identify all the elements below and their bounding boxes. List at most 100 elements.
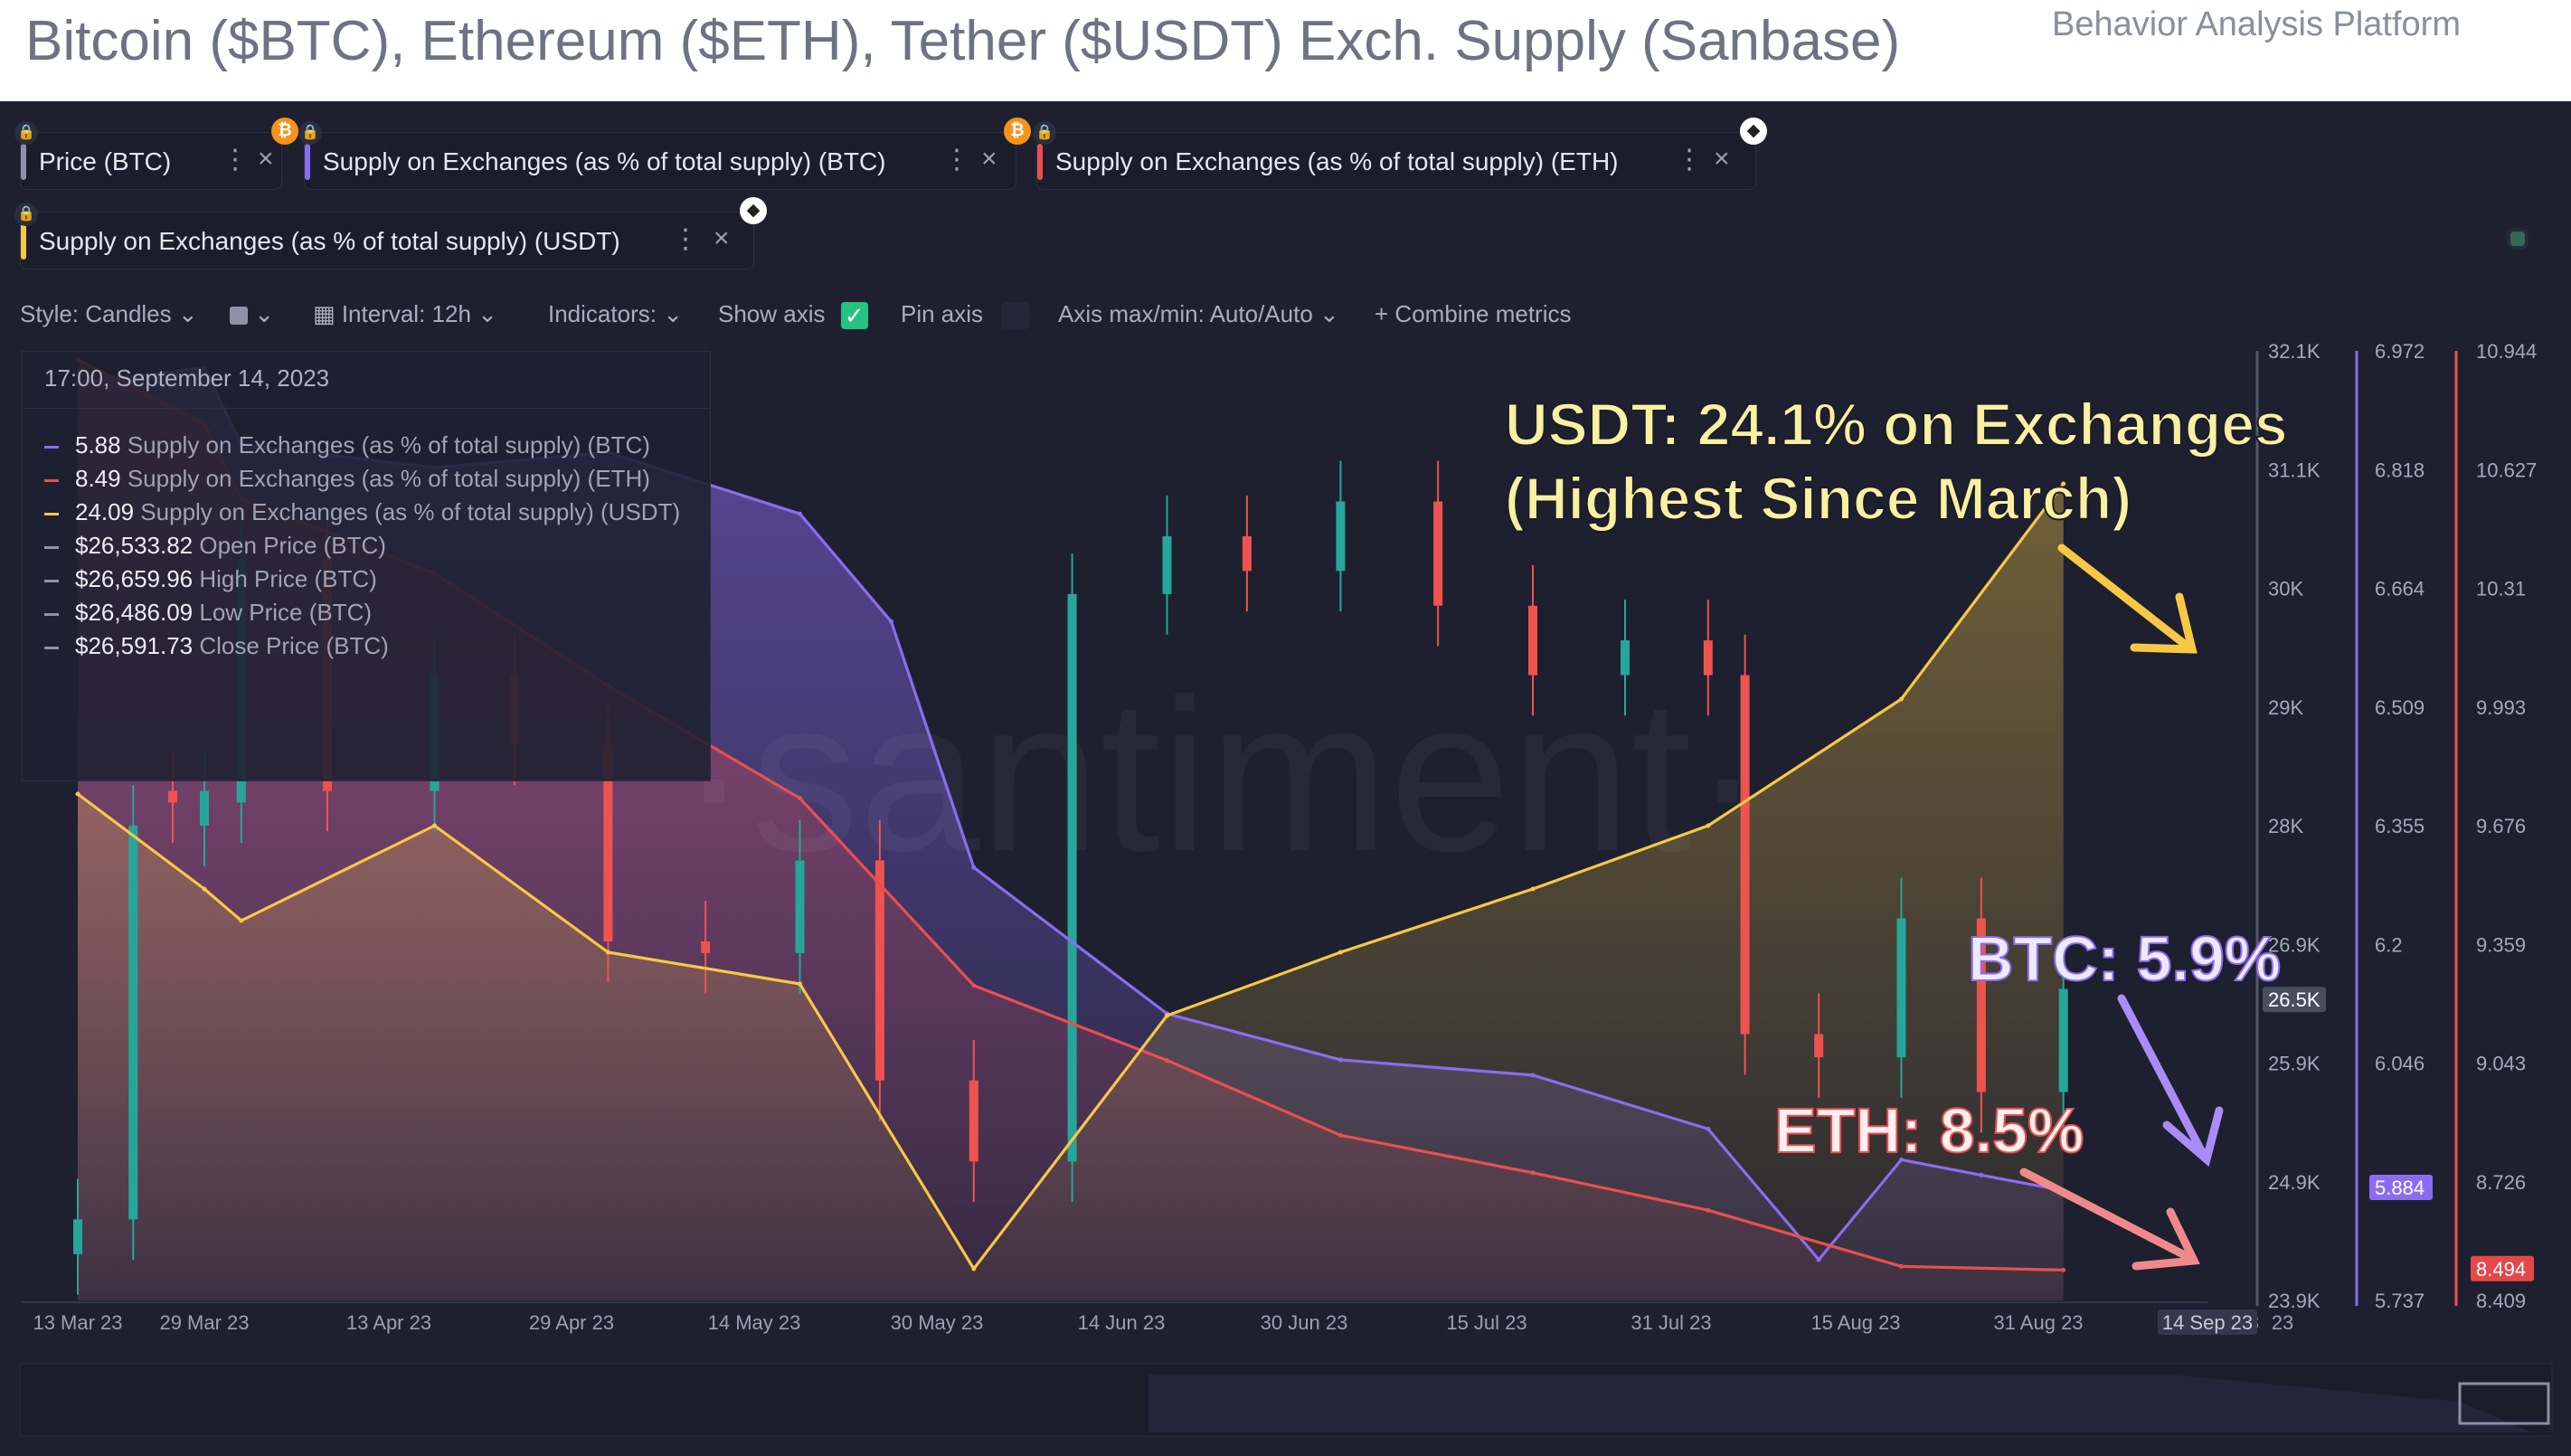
arrow-usdt: [2057, 544, 2198, 654]
tooltip-value: $26,533.82: [75, 532, 194, 559]
tooltip-row: $26,533.82 Open Price (BTC): [44, 532, 386, 560]
btc-supply-point: [889, 619, 893, 624]
chevron-down-icon: ⌄: [663, 300, 683, 327]
annotations: USDT: 24.1% on Exchanges (Highest Since …: [1504, 390, 2289, 1271]
close-icon[interactable]: ×: [1714, 144, 1730, 174]
x-tick-label: 15 Aug 23: [1810, 1311, 1900, 1334]
eth-supply-point: [1337, 1132, 1343, 1138]
current-value-badge: [2263, 987, 2326, 1013]
chevron-down-icon: ⌄: [177, 300, 198, 327]
x-tick-label: 30 May 23: [891, 1311, 984, 1334]
btc-supply-point: [1530, 1073, 1536, 1078]
interval-select[interactable]: ▦ Interval: 12h ⌄: [313, 300, 497, 328]
metric-chip-usdt-supply[interactable]: Supply on Exchanges (as % of total suppl…: [20, 212, 754, 269]
y-tick-label: 26.9K: [2268, 933, 2321, 956]
y-tick-label: 9.043: [2476, 1053, 2526, 1075]
y-tick-label: 10.627: [2476, 459, 2537, 481]
show-axis-toggle[interactable]: Show axis ✓: [718, 300, 868, 330]
y-tick-label: 6.2: [2375, 933, 2403, 956]
metric-menu-icon[interactable]: ⋮: [1676, 145, 1703, 175]
metric-color-bar: [1037, 144, 1043, 180]
pin-axis-toggle[interactable]: Pin axis: [901, 300, 1030, 330]
legend-swatch: [44, 612, 59, 616]
x-tick-label: 29 Apr 23: [529, 1311, 614, 1334]
y-tick-label: 6.664: [2375, 578, 2424, 600]
legend-swatch: [44, 545, 59, 549]
y-tick-label: 6.818: [2375, 459, 2424, 481]
close-icon[interactable]: ×: [258, 144, 274, 174]
metric-chip-label: Price (BTC): [39, 147, 172, 175]
y-tick-label: 6.046: [2375, 1053, 2424, 1075]
y-tick-label: 9.993: [2476, 696, 2526, 719]
metric-menu-icon[interactable]: ⋮: [943, 145, 970, 175]
current-value-label: 26.5K: [2268, 988, 2321, 1011]
tooltip-row: 24.09 Supply on Exchanges (as % of total…: [44, 498, 680, 526]
y-tick-label: 24.9K: [2268, 1171, 2321, 1194]
eth-supply-point: [798, 796, 802, 801]
combine-metrics-button[interactable]: + Combine metrics: [1375, 300, 1571, 328]
tooltip-value: 24.09: [75, 498, 135, 525]
tooltip-row: $26,659.96 High Price (BTC): [44, 565, 377, 593]
price-candle: [2058, 988, 2068, 1092]
y-tick-label: 8.726: [2476, 1171, 2526, 1194]
tooltip-value: $26,591.73: [75, 632, 194, 659]
axes: 13 Mar 23 29 Mar 23 13 Apr 23 29 Apr 23 14 M…: [22, 340, 2537, 1335]
metric-menu-icon[interactable]: ⋮: [222, 145, 249, 175]
tooltip-metric-name: Low Price (BTC): [193, 599, 373, 626]
color-select[interactable]: ⌄: [230, 300, 274, 328]
price-candle: [1740, 675, 1750, 1035]
legend-swatch: [44, 579, 59, 582]
crosshair-tooltip: 17:00, September 14, 2023 5.88 Supply on…: [22, 351, 711, 781]
price-candle: [1621, 640, 1630, 676]
indicators-select[interactable]: Indicators: ⌄: [548, 300, 683, 328]
price-candle: [1814, 1034, 1824, 1058]
navigator[interactable]: [19, 1363, 2553, 1437]
metric-chip-btc-supply[interactable]: Supply on Exchanges (as % of total suppl…: [304, 132, 1016, 190]
tooltip-row: $26,486.09 Low Price (BTC): [44, 599, 372, 627]
btc-supply-point: [1337, 1057, 1343, 1063]
x-tick-label: 23: [2272, 1311, 2293, 1334]
price-candle: [200, 790, 209, 826]
metric-chip-eth-supply[interactable]: Supply on Exchanges (as % of total suppl…: [1036, 132, 1756, 190]
y-tick-label: 8.409: [2476, 1290, 2526, 1312]
price-candle: [1896, 918, 1906, 1058]
close-icon[interactable]: ×: [714, 223, 730, 253]
style-select[interactable]: Style: Candles ⌄: [20, 300, 198, 328]
legend-swatch: [44, 445, 59, 449]
close-icon[interactable]: ×: [981, 144, 997, 174]
tooltip-row: 5.88 Supply on Exchanges (as % of total …: [44, 431, 650, 459]
tooltip-value: $26,486.09: [75, 599, 194, 626]
metric-menu-icon[interactable]: ⋮: [672, 224, 699, 254]
x-tick-label: 29 Mar 23: [159, 1311, 249, 1334]
tooltip-row: $26,591.73 Close Price (BTC): [44, 632, 389, 660]
btc-supply-point: [1816, 1257, 1821, 1262]
navigator-handle[interactable]: [2458, 1382, 2550, 1425]
annotation-btc: BTC: 5.9%: [1968, 923, 2281, 994]
crosshair-date-badge: [2158, 1309, 2257, 1335]
eth-supply-point: [1165, 1058, 1169, 1063]
current-value-badge: [2471, 1255, 2534, 1281]
lock-icon: 🔒: [14, 121, 38, 145]
watermark: ·santiment·: [678, 654, 1763, 896]
current-value-badge: [2369, 1175, 2433, 1201]
show-axis-label: Show axis: [718, 300, 826, 327]
x-tick-label: 31 Aug 23: [1993, 1311, 2083, 1334]
indicators-label: Indicators:: [548, 300, 657, 327]
interval-label: Interval: 12h: [341, 300, 471, 327]
x-tick-label: 30 Jun 23: [1261, 1311, 1348, 1334]
tooltip-metric-name: High Price (BTC): [193, 565, 377, 592]
y-tick-label: 9.359: [2476, 933, 2526, 956]
color-swatch-icon: [230, 307, 248, 326]
metric-chip-price-btc[interactable]: Price (BTC) ⋮ ×: [20, 132, 282, 190]
price-candle: [969, 1080, 978, 1162]
combine-label: Combine metrics: [1394, 300, 1572, 327]
price-candle: [1528, 605, 1537, 676]
price-candle: [1336, 501, 1346, 572]
axis-maxmin-select[interactable]: Axis max/min: Auto/Auto ⌄: [1058, 300, 1339, 328]
y-tick-label: 23.9K: [2268, 1290, 2321, 1312]
arrow-btc: [2117, 994, 2224, 1168]
btc-supply-point: [1899, 1157, 1904, 1162]
arrow-eth: [2019, 1168, 2200, 1271]
usdt-supply-point: [971, 1266, 977, 1272]
